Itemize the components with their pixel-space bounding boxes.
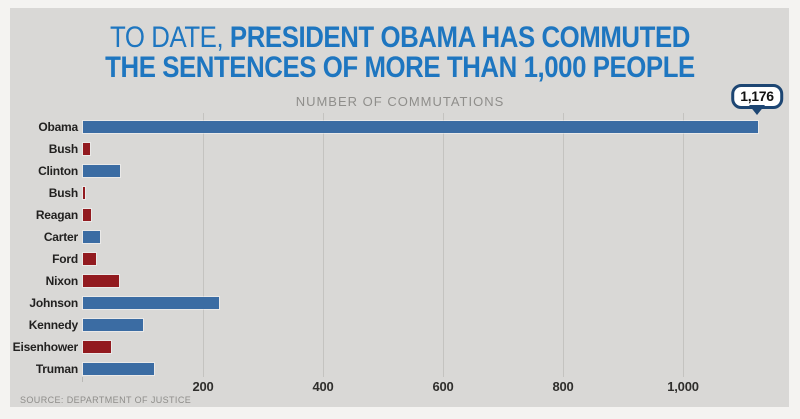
gridline-200 [203,113,204,377]
gridline-1000 [683,113,684,377]
bar-truman-11 [83,363,154,375]
axis-origin-tick [82,377,83,382]
bar-bush-3 [83,187,85,199]
bar-label-carter-5: Carter [43,230,78,244]
bar-carter-5 [83,231,101,243]
bar-label-ford-6: Ford [52,252,78,266]
callout-pointer-icon [749,105,765,115]
bar-label-eisenhower-10: Eisenhower [12,340,79,354]
bar-kennedy-9 [83,319,143,331]
bar-obama-0 [83,121,758,133]
bar-reagan-4 [83,209,91,221]
source-credit: SOURCE: DEPARTMENT OF JUSTICE [20,395,192,405]
bar-label-johnson-8: Johnson [29,296,78,310]
bar-eisenhower-10 [83,341,112,353]
title-line-1: TO DATE, PRESIDENT OBAMA HAS COMMUTED [56,23,744,53]
gridline-600 [443,113,444,377]
x-tick-label: 800 [552,379,574,394]
bar-nixon-7 [83,275,119,287]
x-tick-label: 400 [312,379,334,394]
chart-subtitle: NUMBER OF COMMUTATIONS [295,94,505,109]
bar-clinton-2 [83,165,120,177]
x-tick-label: 1,000 [667,379,699,394]
bar-label-nixon-7: Nixon [45,274,79,288]
bar-label-obama-0: Obama [38,120,78,134]
x-tick-label: 600 [432,379,454,394]
bar-label-bush-3: Bush [48,186,78,200]
title-bold-part: PRESIDENT OBAMA HAS COMMUTED [229,21,690,54]
gridline-800 [563,113,564,377]
gridline-400 [323,113,324,377]
title-light-part: TO DATE, [110,21,230,54]
x-tick-label: 200 [192,379,214,394]
bar-ford-6 [83,253,97,265]
bar-johnson-8 [83,297,219,309]
bar-label-clinton-2: Clinton [38,164,78,178]
bar-label-truman-11: Truman [35,362,78,376]
value-callout-badge: 1,176 [731,84,783,109]
chart-panel [10,8,789,407]
bar-label-reagan-4: Reagan [35,208,78,222]
bar-label-bush-1: Bush [48,142,78,156]
title-line-2: THE SENTENCES OF MORE THAN 1,000 PEOPLE [105,51,695,84]
bar-bush-1 [83,143,90,155]
bar-label-kennedy-9: Kennedy [28,318,78,332]
page-title: TO DATE, PRESIDENT OBAMA HAS COMMUTED TH… [56,23,744,83]
